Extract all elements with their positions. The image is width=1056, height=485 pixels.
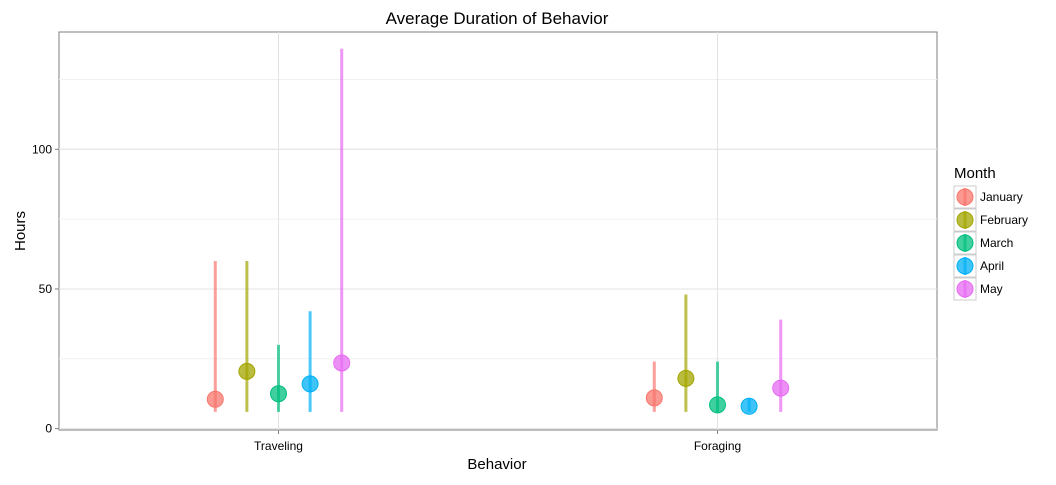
x-axis-title: Behavior [467,456,526,473]
point-march [709,396,726,414]
point-february [238,362,256,380]
x-axis: Traveling Foraging [254,430,741,453]
legend-label: January [980,190,1023,204]
chart-title: Average Duration of Behavior [386,9,609,28]
legend-key-point [956,188,974,206]
legend-label: May [980,282,1003,296]
y-tick-label: 50 [39,282,53,296]
y-axis: 0 50 100 [32,142,59,436]
legend: Month January February March April May [953,165,1028,301]
y-axis-title: Hours [12,211,29,251]
y-tick-label: 0 [45,422,52,436]
point-january [645,389,663,407]
grid [59,32,937,430]
point-february [677,369,695,387]
point-january [206,390,224,408]
legend-label: April [980,259,1004,273]
point-may [772,379,790,397]
point-april [301,375,319,393]
point-april [740,397,758,415]
point-march [270,385,287,403]
y-tick-label: 100 [32,142,52,156]
legend-key-point [956,257,974,275]
x-tick-label: Foraging [694,439,741,453]
legend-label: March [980,236,1013,250]
data-marks [206,48,790,415]
legend-key-point [956,211,974,229]
legend-title: Month [954,165,996,182]
point-may [333,354,351,372]
x-tick-label: Traveling [254,439,303,453]
legend-key-point [956,234,974,252]
plot-panel [58,31,938,431]
legend-key-point [956,280,974,298]
legend-label: February [980,213,1028,227]
